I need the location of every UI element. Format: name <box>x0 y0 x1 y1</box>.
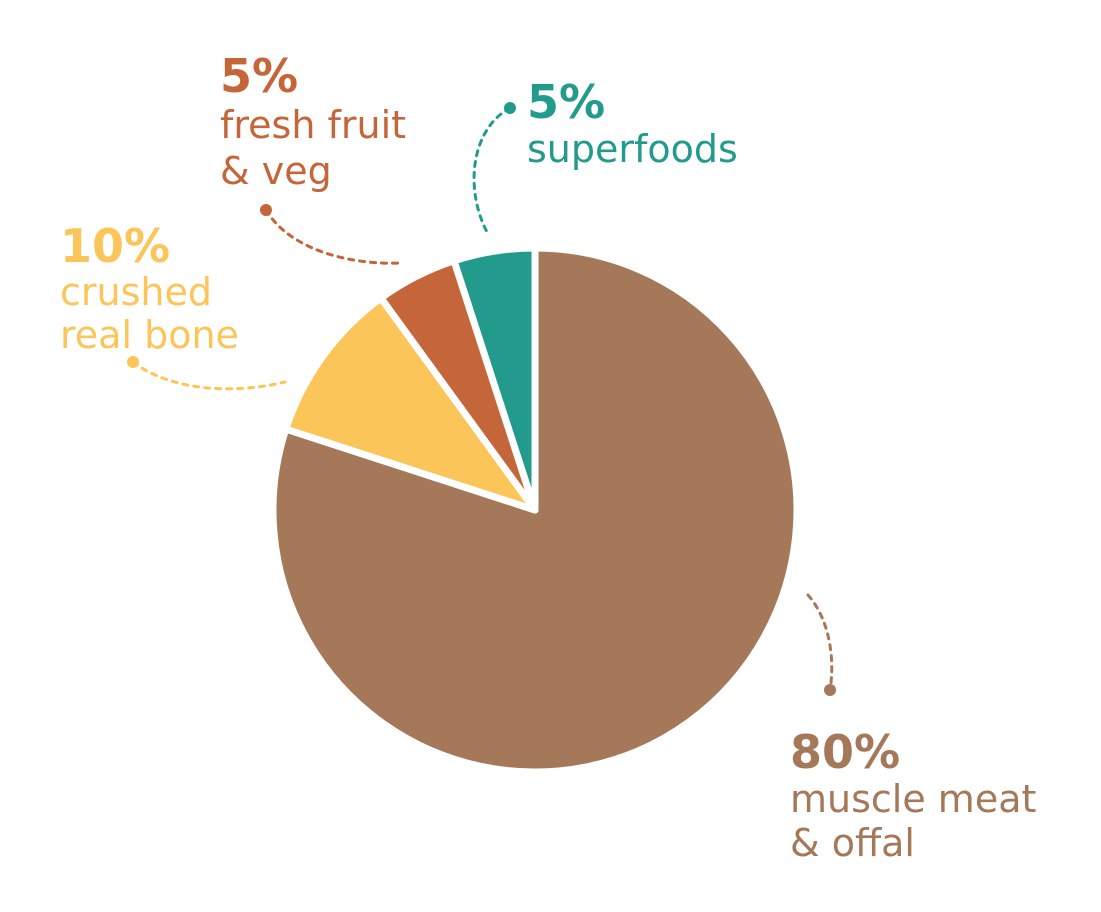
category-line: real bone <box>60 313 239 357</box>
category-line: & veg <box>220 149 332 193</box>
category-label: muscle meat & offal <box>790 777 1036 865</box>
leader-line <box>131 360 287 391</box>
leader-dot <box>127 356 139 368</box>
pie-slice <box>450 244 539 514</box>
leader-lines <box>127 102 836 696</box>
leader-dot <box>824 684 836 696</box>
value-label: 5% <box>527 75 605 129</box>
category-line: crushed <box>60 270 212 314</box>
category-label: superfoods <box>527 127 738 171</box>
leader-dot <box>504 102 516 114</box>
category-label: crushed real bone <box>60 270 239 357</box>
category-line: muscle meat <box>790 777 1036 821</box>
leader-line <box>472 106 512 234</box>
value-label: 10% <box>60 219 170 273</box>
leader-line <box>806 593 834 692</box>
category-label: fresh fruit & veg <box>220 103 406 193</box>
pie-slice <box>282 294 539 514</box>
category-line: superfoods <box>527 127 738 171</box>
category-line: & offal <box>790 821 915 865</box>
leader-dot <box>260 204 272 216</box>
pie-slice <box>269 244 801 776</box>
value-label: 80% <box>790 725 900 779</box>
category-line: fresh fruit <box>220 103 406 147</box>
leader-line <box>264 208 402 265</box>
value-label: 5% <box>220 49 298 103</box>
